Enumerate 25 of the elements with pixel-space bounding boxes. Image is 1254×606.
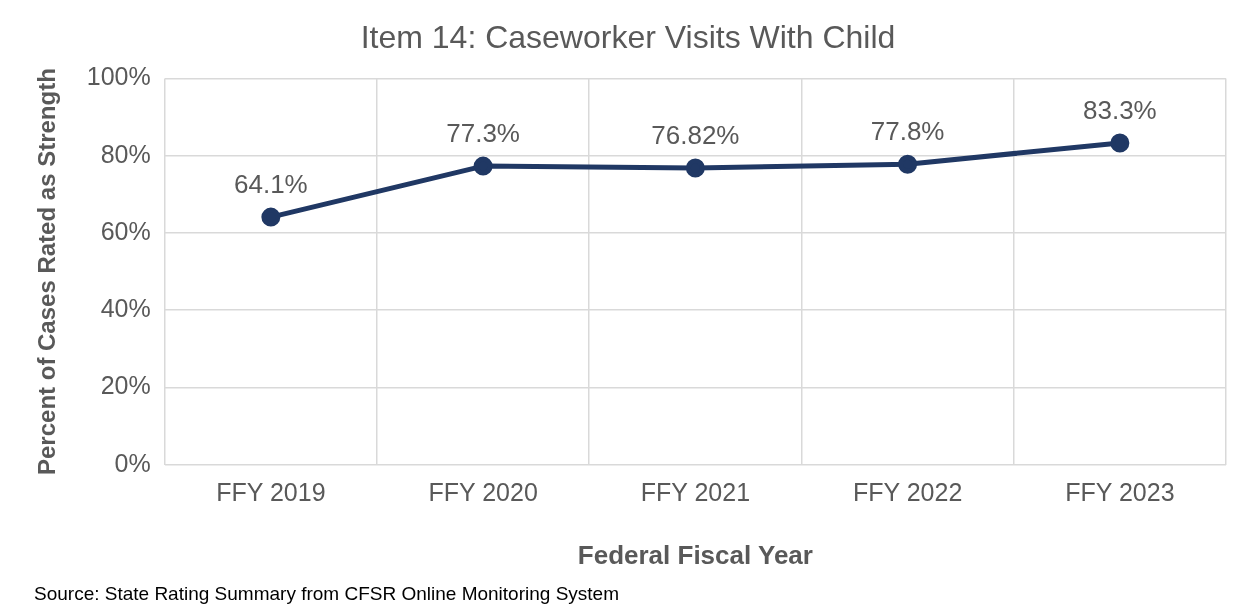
y-tick-label: 80% [100,139,151,168]
x-tick-label: FFY 2020 [428,477,538,506]
point [898,154,918,174]
point [261,207,281,227]
data-label: 77.3% [446,118,520,149]
y-tick-label: 20% [100,371,151,400]
x-axis-title: Federal Fiscal Year [577,539,813,570]
data-label: 83.3% [1083,95,1157,126]
y-tick-label: 0% [114,448,151,477]
chart-title: Item 14: Caseworker Visits With Child [360,19,896,56]
point [473,156,493,176]
y-axis-title: Percent of Cases Rated as Strength [33,68,61,475]
source-note: Source: State Rating Summary from CFSR Online Monitoring System [34,582,619,604]
x-tick-label: FFY 2022 [852,477,963,506]
point [685,158,705,178]
data-label: 77.8% [870,116,945,147]
y-tick-label: 60% [100,216,151,245]
x-tick-label: FFY 2023 [1065,477,1175,506]
data-label: 64.1% [234,169,308,200]
x-tick-label: FFY 2021 [640,477,751,506]
y-tick-label: 100% [86,62,151,91]
y-tick-label: 40% [100,294,151,323]
point [1110,133,1130,153]
data-label: 76.82% [651,120,740,151]
x-tick-label: FFY 2019 [216,477,326,506]
